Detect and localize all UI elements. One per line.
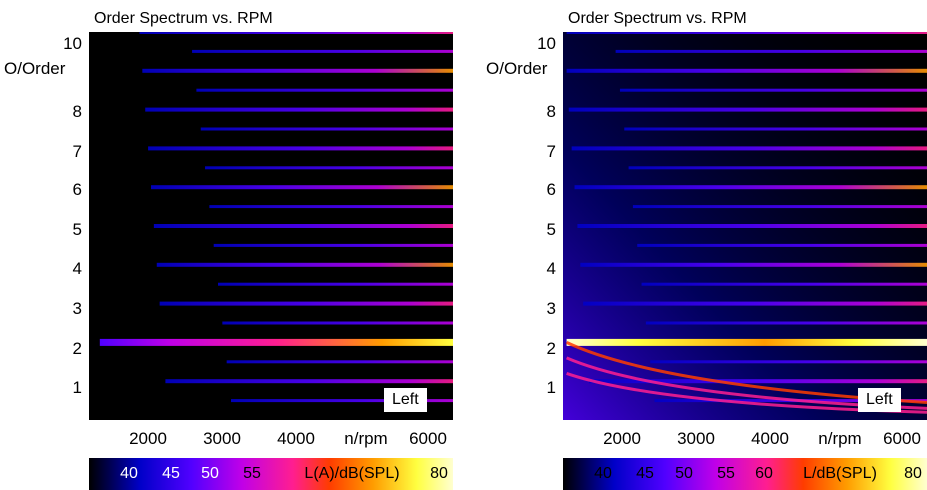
order-band-6-5 <box>628 166 927 170</box>
colorbar-tick: 50 <box>201 465 219 482</box>
y-tick-label: 1 <box>546 378 556 397</box>
y-tick-label: 10 <box>537 34 556 53</box>
colorbar-tick: 50 <box>675 465 693 482</box>
y-tick-label: 2 <box>72 339 82 358</box>
colorbar-tick: 80 <box>430 465 448 482</box>
order-band-7 <box>571 146 927 151</box>
y-tick-label: 7 <box>72 142 82 161</box>
order-band-5 <box>577 224 927 228</box>
order-band-4-5 <box>637 243 927 247</box>
order-band-6-5 <box>205 166 453 170</box>
y-tick-label: 2 <box>546 339 556 358</box>
y-axis-label: O/Order <box>4 59 66 78</box>
colorbar-tick: 45 <box>636 465 654 482</box>
order-band-6 <box>574 185 927 190</box>
order-band-8 <box>568 107 927 112</box>
y-tick-label: 4 <box>72 259 82 278</box>
order-band-6 <box>150 185 453 190</box>
x-axis-label: n/rpm <box>344 429 388 448</box>
order-band-5-5 <box>209 205 453 209</box>
order-band-1-5 <box>226 360 453 364</box>
colorbar-tick: 60 <box>755 465 773 482</box>
y-tick-label: 6 <box>72 180 82 199</box>
channel-badge: Left <box>384 388 427 412</box>
y-tick-label: 1 <box>72 378 82 397</box>
colorbar-tick: 80 <box>904 465 922 482</box>
y-axis-label: O/Order <box>486 59 548 78</box>
heatmap-svg <box>563 32 927 420</box>
heatmap-plot-area: Left <box>563 32 927 420</box>
order-band-3-5 <box>641 282 927 286</box>
order-band-7-5 <box>624 127 927 131</box>
x-tick-label: 4000 <box>751 429 789 448</box>
colorbar-tick: 40 <box>120 465 138 482</box>
order-band-0-5 <box>230 399 453 403</box>
y-tick-label: 5 <box>546 220 556 239</box>
y-tick-label: 4 <box>546 259 556 278</box>
chart-title: Order Spectrum vs. RPM <box>568 10 747 27</box>
heatmap-plot-area: Left <box>89 32 453 420</box>
order-band-8 <box>145 107 453 112</box>
x-tick-label: 4000 <box>277 429 315 448</box>
heatmap-svg <box>99 32 453 403</box>
x-tick-label: 3000 <box>203 429 241 448</box>
order-band-2 <box>99 338 453 346</box>
x-tick-label: 3000 <box>677 429 715 448</box>
order-band-5 <box>153 224 453 228</box>
order-band-2-5 <box>645 321 927 325</box>
y-tick-label: 8 <box>72 102 82 121</box>
order-band-2-5 <box>222 321 453 325</box>
channel-badge: Left <box>858 388 901 412</box>
colorbar-tick: 55 <box>243 465 261 482</box>
x-tick-label: 6000 <box>883 429 921 448</box>
order-band-4 <box>156 262 453 267</box>
x-axis-label: n/rpm <box>818 429 862 448</box>
x-tick-label: 6000 <box>409 429 447 448</box>
order-band-8-5 <box>196 88 453 92</box>
order-band-5-5 <box>632 205 927 209</box>
order-band-1 <box>165 379 453 384</box>
y-tick-label: 6 <box>546 180 556 199</box>
y-tick-label: 3 <box>72 299 82 318</box>
colorbar-label: L/dB(SPL) <box>803 465 877 482</box>
y-tick-label: 5 <box>72 220 82 239</box>
chart-panel-right: Order Spectrum vs. RPM 10 O/Order 8 7 6 … <box>474 0 927 490</box>
order-band-9 <box>142 68 453 73</box>
y-tick-label: 10 <box>63 34 82 53</box>
order-band-3 <box>583 301 927 306</box>
order-band-9-5 <box>615 49 927 53</box>
colorbar-tick: 45 <box>162 465 180 482</box>
y-tick-label: 7 <box>546 142 556 161</box>
order-band-1-5 <box>650 360 927 364</box>
order-band-2 <box>566 338 927 346</box>
colorbar-tick: 55 <box>717 465 735 482</box>
order-band-3 <box>159 301 453 306</box>
order-band-9 <box>566 68 927 73</box>
x-tick-label: 2000 <box>129 429 167 448</box>
x-tick-label: 2000 <box>603 429 641 448</box>
order-band-4-5 <box>213 243 453 247</box>
order-band-9-5 <box>192 49 453 53</box>
order-band-10 <box>139 32 453 34</box>
colorbar-tick: 40 <box>594 465 612 482</box>
order-band-4 <box>580 262 927 267</box>
order-band-8-5 <box>619 88 927 92</box>
chart-panel-left: Order Spectrum vs. RPM 10 O/Order 8 7 6 … <box>0 0 463 490</box>
colorbar-label: L(A)/dB(SPL) <box>304 465 400 482</box>
order-band-3-5 <box>218 282 453 286</box>
colorbar: 40 45 50 55 L(A)/dB(SPL) 80 <box>89 458 453 490</box>
y-tick-label: 3 <box>546 299 556 318</box>
colorbar: 40 45 50 55 60 L/dB(SPL) 80 <box>563 458 927 490</box>
order-band-7-5 <box>200 127 453 131</box>
y-tick-label: 8 <box>546 102 556 121</box>
order-band-10 <box>566 32 927 34</box>
chart-title: Order Spectrum vs. RPM <box>94 10 273 27</box>
order-band-1 <box>588 379 927 384</box>
order-band-7 <box>148 146 453 151</box>
